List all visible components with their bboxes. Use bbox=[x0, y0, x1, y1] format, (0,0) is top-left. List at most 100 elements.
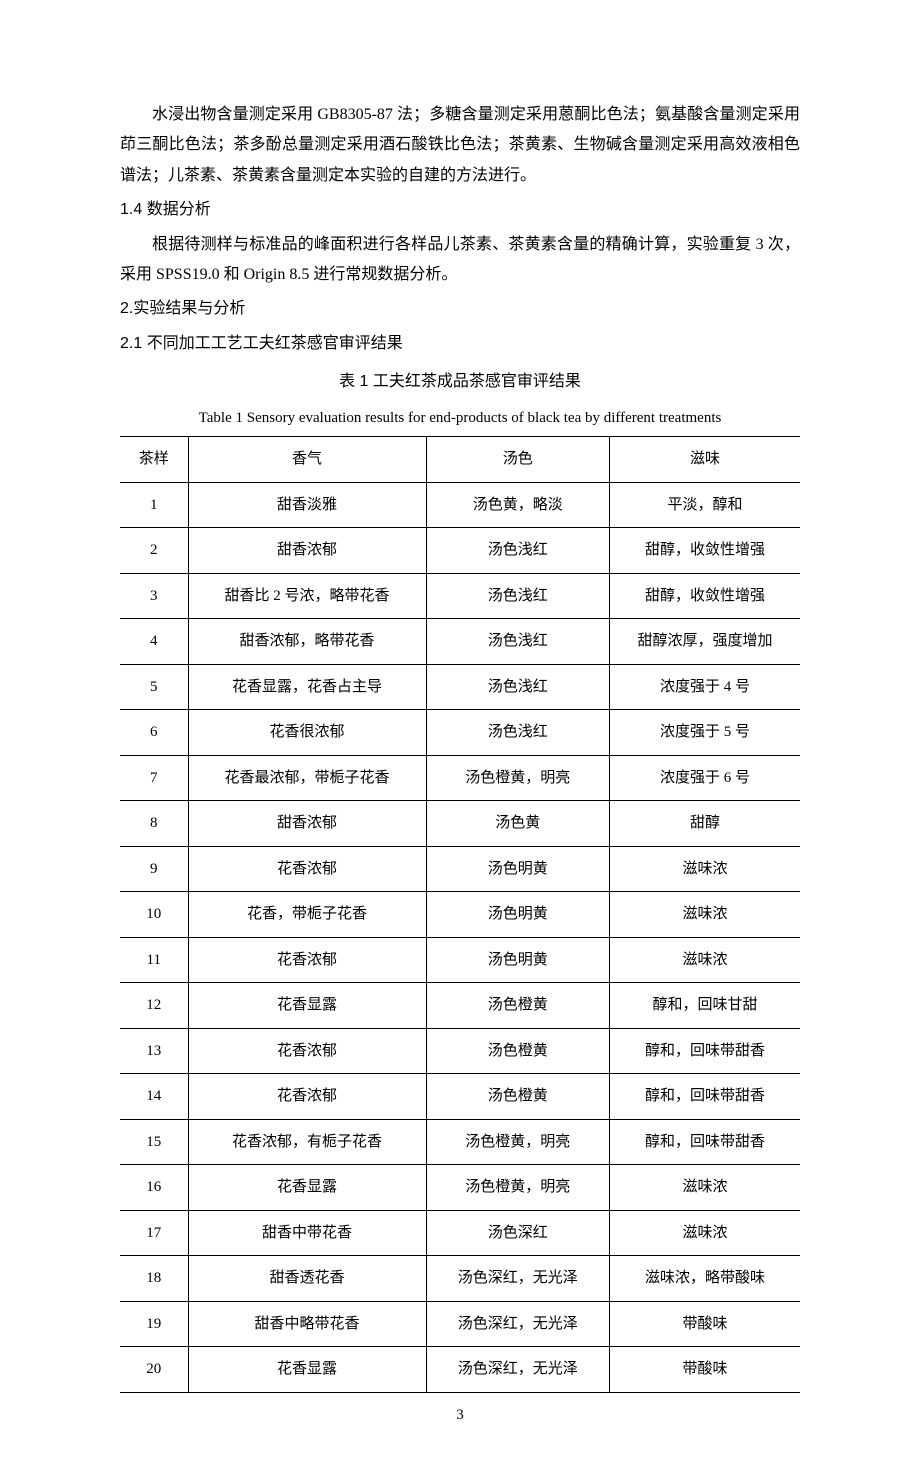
cell-taste: 醇和，回味带甜香 bbox=[610, 1119, 800, 1165]
header-taste: 滋味 bbox=[610, 437, 800, 483]
cell-aroma: 花香显露，花香占主导 bbox=[188, 664, 426, 710]
paragraph-methods: 水浸出物含量测定采用 GB8305-87 法；多糖含量测定采用蒽酮比色法；氨基酸… bbox=[120, 100, 800, 191]
table-row: 3甜香比 2 号浓，略带花香汤色浅红甜醇，收敛性增强 bbox=[120, 573, 800, 619]
table-row: 7花香最浓郁，带栀子花香汤色橙黄，明亮浓度强于 6 号 bbox=[120, 755, 800, 801]
cell-taste: 浓度强于 5 号 bbox=[610, 710, 800, 756]
cell-sample: 16 bbox=[120, 1165, 188, 1211]
table-row: 9花香浓郁汤色明黄滋味浓 bbox=[120, 846, 800, 892]
cell-taste: 醇和，回味带甜香 bbox=[610, 1074, 800, 1120]
heading-2: 2.实验结果与分析 bbox=[120, 294, 800, 324]
cell-color: 汤色明黄 bbox=[426, 937, 610, 983]
cell-aroma: 花香显露 bbox=[188, 1165, 426, 1211]
cell-color: 汤色浅红 bbox=[426, 664, 610, 710]
cell-color: 汤色浅红 bbox=[426, 528, 610, 574]
table-row: 14花香浓郁汤色橙黄醇和，回味带甜香 bbox=[120, 1074, 800, 1120]
paragraph-data-analysis: 根据待测样与标准品的峰面积进行各样品儿茶素、茶黄素含量的精确计算，实验重复 3 … bbox=[120, 230, 800, 291]
cell-aroma: 花香浓郁 bbox=[188, 1074, 426, 1120]
cell-aroma: 甜香中略带花香 bbox=[188, 1301, 426, 1347]
cell-taste: 滋味浓 bbox=[610, 1165, 800, 1211]
cell-color: 汤色橙黄 bbox=[426, 1028, 610, 1074]
cell-sample: 9 bbox=[120, 846, 188, 892]
cell-aroma: 甜香浓郁，略带花香 bbox=[188, 619, 426, 665]
cell-taste: 滋味浓 bbox=[610, 892, 800, 938]
table-row: 13花香浓郁汤色橙黄醇和，回味带甜香 bbox=[120, 1028, 800, 1074]
cell-color: 汤色明黄 bbox=[426, 892, 610, 938]
cell-sample: 3 bbox=[120, 573, 188, 619]
cell-aroma: 花香浓郁 bbox=[188, 937, 426, 983]
cell-color: 汤色橙黄 bbox=[426, 1074, 610, 1120]
table-row: 12花香显露汤色橙黄醇和，回味甘甜 bbox=[120, 983, 800, 1029]
table-row: 17甜香中带花香汤色深红滋味浓 bbox=[120, 1210, 800, 1256]
cell-color: 汤色橙黄，明亮 bbox=[426, 1119, 610, 1165]
table-row: 15花香浓郁，有栀子花香汤色橙黄，明亮醇和，回味带甜香 bbox=[120, 1119, 800, 1165]
cell-sample: 12 bbox=[120, 983, 188, 1029]
cell-taste: 甜醇 bbox=[610, 801, 800, 847]
cell-color: 汤色明黄 bbox=[426, 846, 610, 892]
table-row: 16花香显露汤色橙黄，明亮滋味浓 bbox=[120, 1165, 800, 1211]
cell-color: 汤色橙黄，明亮 bbox=[426, 755, 610, 801]
cell-sample: 10 bbox=[120, 892, 188, 938]
table-row: 18甜香透花香汤色深红，无光泽滋味浓，略带酸味 bbox=[120, 1256, 800, 1302]
table-row: 19甜香中略带花香汤色深红，无光泽带酸味 bbox=[120, 1301, 800, 1347]
cell-sample: 14 bbox=[120, 1074, 188, 1120]
table-row: 8甜香浓郁汤色黄甜醇 bbox=[120, 801, 800, 847]
cell-sample: 17 bbox=[120, 1210, 188, 1256]
cell-aroma: 花香，带栀子花香 bbox=[188, 892, 426, 938]
cell-sample: 11 bbox=[120, 937, 188, 983]
cell-taste: 甜醇，收敛性增强 bbox=[610, 573, 800, 619]
table-row: 1甜香淡雅汤色黄，略淡平淡，醇和 bbox=[120, 482, 800, 528]
cell-color: 汤色深红，无光泽 bbox=[426, 1256, 610, 1302]
cell-aroma: 花香显露 bbox=[188, 1347, 426, 1393]
cell-aroma: 甜香比 2 号浓，略带花香 bbox=[188, 573, 426, 619]
cell-aroma: 甜香中带花香 bbox=[188, 1210, 426, 1256]
heading-2-1: 2.1 不同加工工艺工夫红茶感官审评结果 bbox=[120, 329, 800, 359]
cell-aroma: 甜香透花香 bbox=[188, 1256, 426, 1302]
cell-aroma: 甜香浓郁 bbox=[188, 528, 426, 574]
cell-sample: 20 bbox=[120, 1347, 188, 1393]
cell-aroma: 花香很浓郁 bbox=[188, 710, 426, 756]
cell-aroma: 甜香浓郁 bbox=[188, 801, 426, 847]
cell-sample: 8 bbox=[120, 801, 188, 847]
cell-taste: 平淡，醇和 bbox=[610, 482, 800, 528]
sensory-evaluation-table: 茶样 香气 汤色 滋味 1甜香淡雅汤色黄，略淡平淡，醇和2甜香浓郁汤色浅红甜醇，… bbox=[120, 436, 800, 1393]
header-aroma: 香气 bbox=[188, 437, 426, 483]
page-number: 3 bbox=[120, 1401, 800, 1430]
cell-taste: 滋味浓 bbox=[610, 846, 800, 892]
cell-sample: 4 bbox=[120, 619, 188, 665]
cell-color: 汤色深红，无光泽 bbox=[426, 1301, 610, 1347]
table-row: 10花香，带栀子花香汤色明黄滋味浓 bbox=[120, 892, 800, 938]
table-row: 5花香显露，花香占主导汤色浅红浓度强于 4 号 bbox=[120, 664, 800, 710]
cell-sample: 6 bbox=[120, 710, 188, 756]
table-row: 11花香浓郁汤色明黄滋味浓 bbox=[120, 937, 800, 983]
cell-color: 汤色浅红 bbox=[426, 573, 610, 619]
cell-sample: 7 bbox=[120, 755, 188, 801]
cell-color: 汤色深红，无光泽 bbox=[426, 1347, 610, 1393]
table-title-english: Table 1 Sensory evaluation results for e… bbox=[120, 404, 800, 433]
cell-color: 汤色深红 bbox=[426, 1210, 610, 1256]
cell-taste: 带酸味 bbox=[610, 1301, 800, 1347]
cell-taste: 醇和，回味带甜香 bbox=[610, 1028, 800, 1074]
cell-taste: 带酸味 bbox=[610, 1347, 800, 1393]
table-row: 4甜香浓郁，略带花香汤色浅红甜醇浓厚，强度增加 bbox=[120, 619, 800, 665]
table-row: 20花香显露汤色深红，无光泽带酸味 bbox=[120, 1347, 800, 1393]
cell-aroma: 花香浓郁，有栀子花香 bbox=[188, 1119, 426, 1165]
header-sample: 茶样 bbox=[120, 437, 188, 483]
cell-sample: 18 bbox=[120, 1256, 188, 1302]
table-title-chinese: 表 1 工夫红茶成品茶感官审评结果 bbox=[120, 367, 800, 397]
table-row: 2甜香浓郁汤色浅红甜醇，收敛性增强 bbox=[120, 528, 800, 574]
cell-aroma: 花香浓郁 bbox=[188, 846, 426, 892]
cell-color: 汤色橙黄 bbox=[426, 983, 610, 1029]
cell-sample: 13 bbox=[120, 1028, 188, 1074]
cell-taste: 滋味浓 bbox=[610, 937, 800, 983]
cell-taste: 浓度强于 6 号 bbox=[610, 755, 800, 801]
cell-sample: 1 bbox=[120, 482, 188, 528]
cell-sample: 5 bbox=[120, 664, 188, 710]
cell-taste: 甜醇浓厚，强度增加 bbox=[610, 619, 800, 665]
cell-aroma: 花香最浓郁，带栀子花香 bbox=[188, 755, 426, 801]
cell-taste: 醇和，回味甘甜 bbox=[610, 983, 800, 1029]
cell-color: 汤色橙黄，明亮 bbox=[426, 1165, 610, 1211]
cell-taste: 甜醇，收敛性增强 bbox=[610, 528, 800, 574]
cell-sample: 15 bbox=[120, 1119, 188, 1165]
cell-color: 汤色黄，略淡 bbox=[426, 482, 610, 528]
cell-aroma: 花香浓郁 bbox=[188, 1028, 426, 1074]
